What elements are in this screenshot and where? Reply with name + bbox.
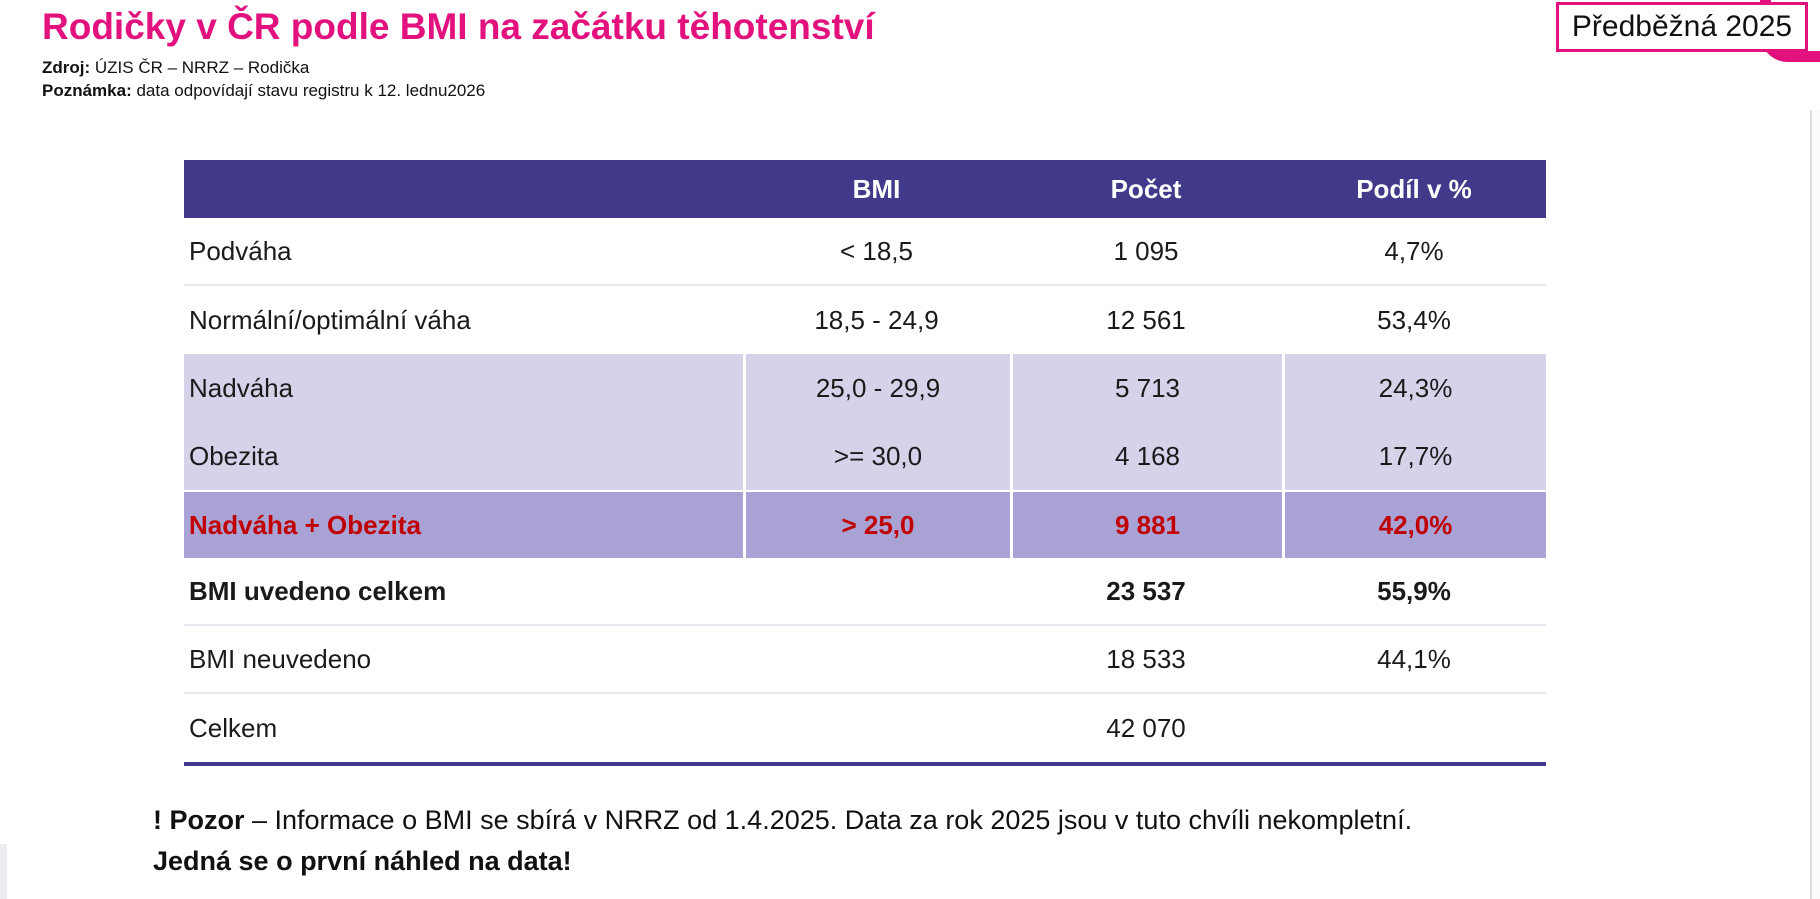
cell-count: 4 168	[1010, 422, 1282, 490]
cell-share: 17,7%	[1282, 422, 1546, 490]
cell-category: Celkem	[189, 712, 278, 743]
cell-count: 18 533	[1106, 643, 1186, 674]
table-row: Podváha < 18,5 1 095 4,7%	[184, 218, 1546, 286]
table-row: BMI uvedeno celkem 23 537 55,9%	[184, 558, 1546, 626]
cell-share: 53,4%	[1377, 304, 1451, 335]
cell-share: 55,9%	[1377, 575, 1451, 606]
table-row: Obezita >= 30,0 4 168 17,7%	[184, 422, 1546, 490]
cell-bmi: < 18,5	[839, 235, 913, 266]
cell-bmi: 25,0 - 29,9	[743, 354, 1010, 422]
table-row: Normální/optimální váha 18,5 - 24,9 12 561…	[184, 286, 1546, 354]
bmi-table: BMI Počet Podíl v % Podváha < 18,5 1 095 4,…	[184, 160, 1546, 766]
footer-warning-rest: – Informace o BMI se sbírá v NRRZ od 1.4…	[244, 805, 1413, 835]
table-header-row: BMI Počet Podíl v %	[184, 160, 1546, 218]
cell-share: 42,0%	[1282, 492, 1546, 558]
source-line: Zdroj: ÚZIS ČR – NRRZ – Rodička	[42, 56, 875, 79]
cell-category: Nadváha + Obezita	[189, 509, 421, 540]
table-row: Celkem 42 070	[184, 694, 1546, 762]
note-label: Poznámka:	[42, 81, 132, 100]
cell-category: Obezita	[189, 440, 279, 471]
cell-category: BMI neuvedeno	[189, 643, 372, 674]
table-body: Podváha < 18,5 1 095 4,7% Normální/optimální…	[184, 218, 1546, 762]
cell-count: 9 881	[1010, 492, 1282, 558]
header-cell-count: Počet	[1110, 173, 1182, 204]
table-row: BMI neuvedeno 18 533 44,1%	[184, 626, 1546, 694]
cell-count: 5 713	[1010, 354, 1282, 422]
cell-category: Normální/optimální váha	[189, 304, 471, 335]
footer-warning-line: ! Pozor – Informace o BMI se sbírá v NRR…	[153, 800, 1412, 841]
note-value: data odpovídají stavu registru k 12. led…	[131, 81, 486, 100]
cell-category: BMI uvedeno celkem	[189, 575, 447, 606]
cell-bmi	[743, 626, 1010, 692]
cell-bmi	[743, 694, 1010, 762]
cell-bmi	[743, 558, 1010, 624]
footer-note: ! Pozor – Informace o BMI se sbírá v NRR…	[153, 800, 1412, 882]
source-label: Zdroj:	[42, 58, 91, 77]
cell-category: Podváha	[189, 235, 292, 266]
source-value: ÚZIS ČR – NRRZ – Rodička	[90, 58, 310, 77]
cell-share: 24,3%	[1282, 354, 1546, 422]
cell-bmi: 18,5 - 24,9	[814, 304, 939, 335]
page-title: Rodičky v ČR podle BMI na začátku těhote…	[42, 6, 875, 47]
cell-count: 1 095	[1113, 235, 1179, 266]
header-cell-category	[184, 160, 743, 218]
header-cell-share: Podíl v %	[1356, 173, 1472, 204]
cell-share: 4,7%	[1384, 235, 1444, 266]
right-edge-divider	[1810, 110, 1820, 899]
note-line: Poznámka: data odpovídají stavu registru…	[42, 79, 875, 102]
cell-share: 44,1%	[1377, 643, 1451, 674]
footer-line2: Jedná se o první náhled na data!	[153, 846, 572, 876]
cell-share	[1282, 694, 1546, 762]
footer-warning-bold: ! Pozor	[153, 805, 245, 835]
header-cell-bmi: BMI	[852, 173, 901, 204]
table-row: Nadváha 25,0 - 29,9 5 713 24,3%	[184, 354, 1546, 422]
cell-count: 12 561	[1106, 304, 1186, 335]
cell-bmi: >= 30,0	[743, 422, 1010, 490]
cell-category: Nadváha	[189, 372, 294, 403]
cell-count: 42 070	[1106, 712, 1186, 743]
cell-bmi: > 25,0	[743, 492, 1010, 558]
cell-count: 23 537	[1106, 575, 1186, 606]
table-row: Nadváha + Obezita > 25,0 9 881 42,0%	[184, 490, 1546, 558]
left-edge-decoration	[0, 844, 7, 899]
status-badge: Předběžná 2025	[1556, 2, 1808, 52]
header-block: Rodičky v ČR podle BMI na začátku těhote…	[42, 6, 875, 102]
